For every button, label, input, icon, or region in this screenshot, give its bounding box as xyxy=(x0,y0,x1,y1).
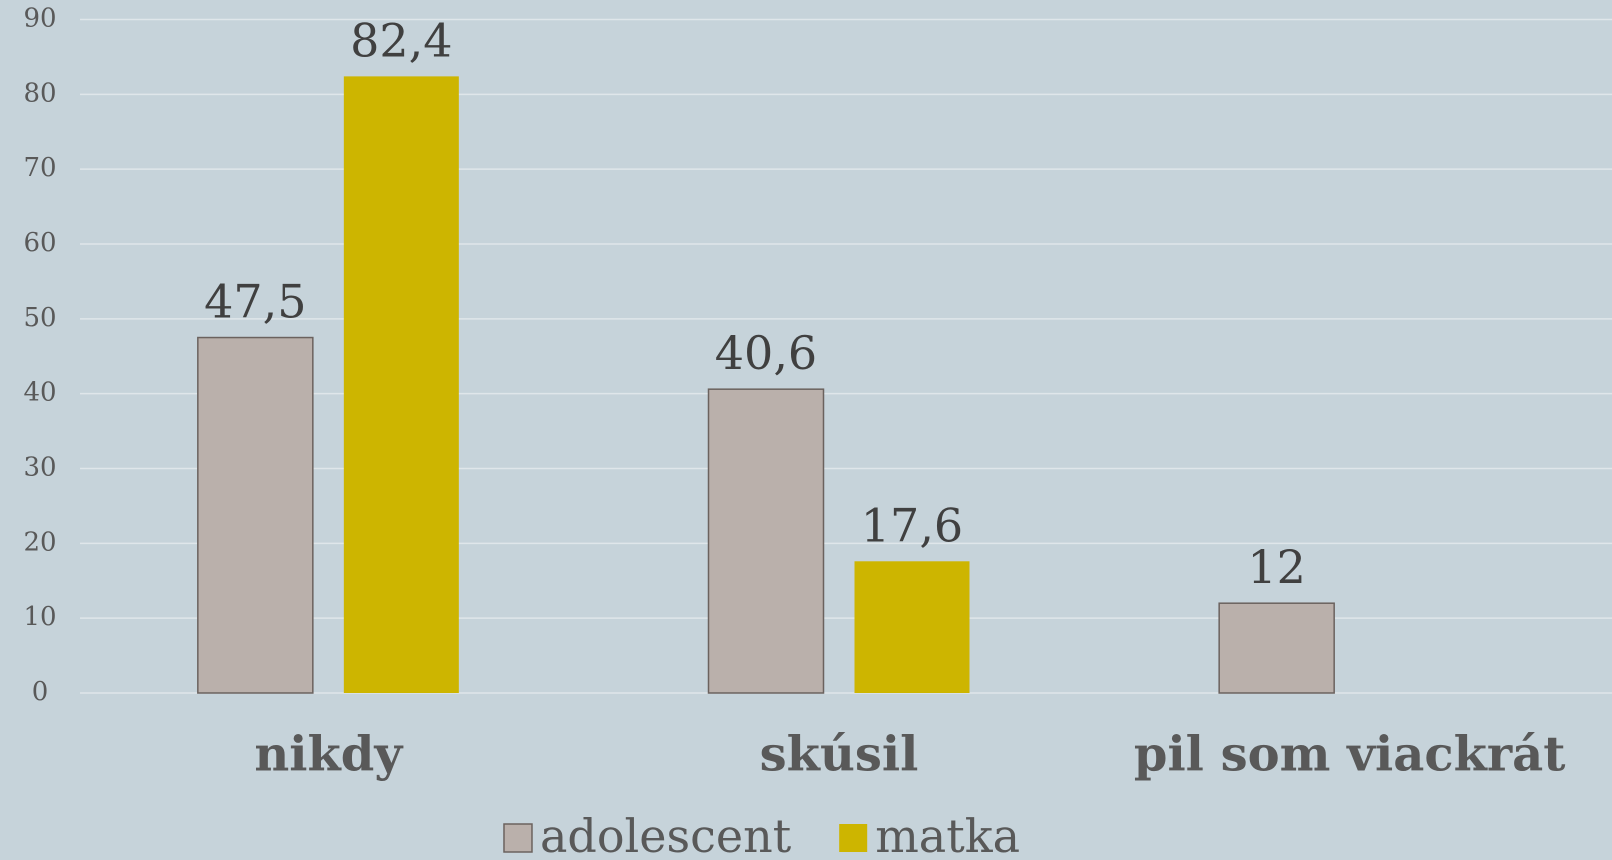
y-tick-label: 0 xyxy=(32,677,49,707)
bar xyxy=(854,561,970,693)
legend-swatch xyxy=(839,824,868,852)
legend-swatch xyxy=(503,823,533,853)
x-tick-label: skúsil xyxy=(760,727,919,783)
y-tick-label: 70 xyxy=(23,153,56,183)
y-tick-label: 30 xyxy=(23,453,56,483)
y-tick-label: 80 xyxy=(23,78,56,108)
legend-label: matka xyxy=(875,809,1020,860)
data-label: 82,4 xyxy=(350,13,452,67)
data-label: 17,6 xyxy=(861,498,963,552)
y-tick-label: 50 xyxy=(23,303,56,333)
y-tick-label: 90 xyxy=(23,4,56,34)
x-tick-label: pil som viackrát xyxy=(1134,727,1566,783)
legend-label: adolescent xyxy=(540,809,792,860)
bar xyxy=(707,388,825,694)
data-label: 47,5 xyxy=(204,275,306,329)
bar xyxy=(197,336,314,694)
y-tick-label: 20 xyxy=(23,527,56,557)
data-label: 12 xyxy=(1247,540,1306,594)
x-tick-label: nikdy xyxy=(254,727,404,783)
y-tick-label: 10 xyxy=(23,602,56,632)
data-label: 40,6 xyxy=(715,326,817,380)
bar xyxy=(343,76,459,693)
y-tick-label: 40 xyxy=(23,378,56,408)
bar xyxy=(1218,602,1335,694)
y-tick-label: 60 xyxy=(23,228,56,258)
